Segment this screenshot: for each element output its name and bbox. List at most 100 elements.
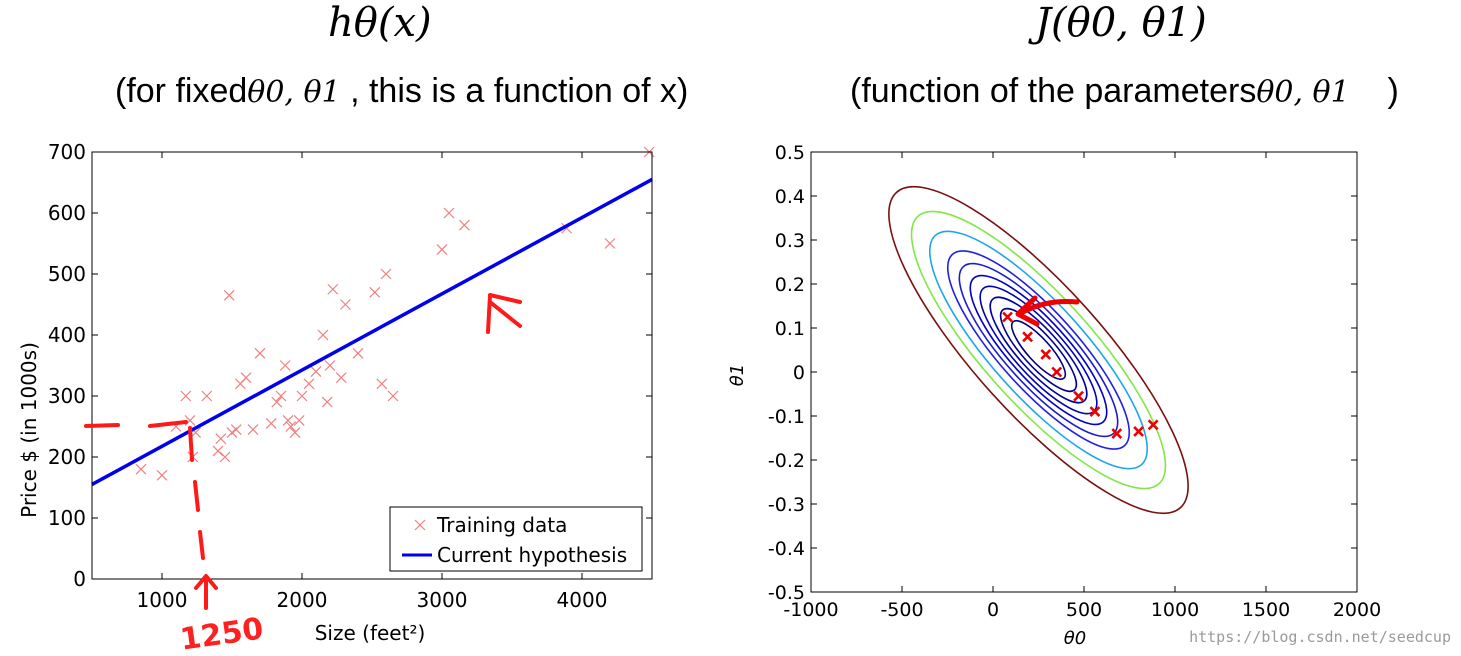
red-arrow-annotation <box>1015 295 1080 327</box>
contour-level <box>1010 319 1067 381</box>
contour-level <box>999 307 1078 393</box>
descent-step-marker <box>1147 419 1159 431</box>
descent-step-marker <box>1022 331 1033 343</box>
training-data-point <box>327 283 339 295</box>
training-data-point <box>335 372 347 384</box>
cost-chart-axes: -1000 -500 0 500 1000 1500 2000 0.5 0.4 0.3 0.2 0.1… <box>768 142 1381 621</box>
training-data-point <box>156 469 168 481</box>
dashed-vertical-line <box>188 426 205 560</box>
training-data-point <box>376 378 388 390</box>
legend-label-training: Training data <box>436 513 567 537</box>
training-data-point <box>436 244 448 256</box>
x-tick-label: 2000 <box>1333 599 1381 621</box>
handwritten-annotation <box>84 293 522 610</box>
training-data-point <box>180 390 192 402</box>
contour-level <box>928 230 1149 470</box>
theta0-axis-label: θ0 <box>1064 628 1086 649</box>
hypothesis-chart: 1000 2000 3000 4000 0 100 200 300 400 500 600 700 S… <box>17 140 655 656</box>
training-data-point <box>443 207 455 219</box>
theta1-axis-label: θ1 <box>727 364 748 386</box>
right-subtitle-post: ) <box>1349 72 1399 110</box>
training-data-point <box>303 378 315 390</box>
legend-marker-training <box>414 519 426 531</box>
descent-step-marker <box>1040 348 1052 360</box>
descent-step-marker <box>1089 406 1101 418</box>
y-tick-label: -0.1 <box>768 406 805 428</box>
contour-level <box>946 250 1131 450</box>
contour-lines <box>888 185 1189 515</box>
y-tick-label: 0.2 <box>775 274 805 296</box>
handwritten-1250-label: 1250 <box>178 611 266 656</box>
y-tick-label: 0.1 <box>775 318 805 340</box>
descent-step-marker <box>1002 311 1013 323</box>
y-tick-label: 500 <box>48 262 86 286</box>
up-arrow <box>194 574 218 610</box>
contour-level <box>888 185 1189 515</box>
x-tick-label: 500 <box>1066 599 1102 621</box>
right-subtitle: (function of the parametersθ0, θ1 ) <box>850 72 1399 111</box>
y-tick-label: 0 <box>73 567 86 591</box>
training-data-point <box>369 286 381 298</box>
training-data-point <box>352 347 364 359</box>
x-tick-label: 0 <box>987 599 999 621</box>
legend-label-hypothesis: Current hypothesis <box>437 543 627 567</box>
training-data-point <box>279 360 291 371</box>
watermark: https://blog.csdn.net/seedcup <box>1189 628 1451 646</box>
training-data-point <box>289 427 301 439</box>
training-data-point <box>135 463 147 475</box>
training-data-point <box>317 329 329 341</box>
cost-contour-chart: -1000 -500 0 500 1000 1500 2000 0.5 0.4 0.3 0.2 0.1… <box>727 142 1381 649</box>
y-tick-label: 0.5 <box>775 142 805 164</box>
descent-step-marker <box>1111 428 1123 440</box>
left-subtitle: (for fixedθ0, θ1 , this is a function of… <box>115 72 688 111</box>
plot-frame <box>810 151 1358 593</box>
training-data-point <box>215 433 227 445</box>
training-data-point <box>240 372 252 384</box>
training-data-point <box>321 396 333 408</box>
left-title: hθ(x) <box>328 0 432 46</box>
y-tick-label: -0.2 <box>768 450 805 472</box>
x-tick-label: 1000 <box>137 588 188 612</box>
training-data-point <box>387 390 399 402</box>
training-data-point <box>201 390 213 402</box>
dashed-horizontal-line-2 <box>148 420 188 428</box>
training-data-point <box>310 366 322 378</box>
training-data-point <box>293 414 305 426</box>
descent-step-marker <box>1133 425 1145 437</box>
dashed-horizontal-line <box>84 423 120 428</box>
y-tick-label: -0.4 <box>768 538 805 560</box>
training-data-point <box>223 289 235 301</box>
descent-step-marker <box>1051 366 1063 378</box>
training-data-point <box>230 424 242 435</box>
y-tick-label: 300 <box>48 384 86 408</box>
x-tick-label: 4000 <box>557 588 608 612</box>
hypothesis-chart-data-layer <box>91 146 655 486</box>
y-tick-label: 0 <box>793 362 805 384</box>
right-subtitle-pre: (function of the parameters <box>850 72 1257 110</box>
contour-level <box>958 262 1119 438</box>
arrow-head <box>1015 295 1040 327</box>
training-data-point <box>339 299 351 310</box>
training-data-point <box>254 347 266 359</box>
training-data-point <box>285 421 297 432</box>
x-tick-label: 1500 <box>1242 599 1290 621</box>
hypothesis-line <box>91 177 653 486</box>
left-subtitle-pre: (for fixed <box>115 72 248 110</box>
y-tick-label: 0.3 <box>775 230 805 252</box>
y-tick-label: 600 <box>48 201 86 225</box>
pointing-arrow <box>486 293 522 334</box>
contour-level <box>969 274 1108 426</box>
y-tick-label: 100 <box>48 506 86 530</box>
contour-level <box>989 296 1088 404</box>
contour-level <box>910 210 1167 490</box>
training-data-point <box>458 219 470 231</box>
descent-path <box>1002 311 1159 440</box>
plot-frame <box>91 151 653 580</box>
training-data-point <box>324 360 336 371</box>
y-tick-label: 400 <box>48 323 86 347</box>
y-axis-label: Price $ (in 1000s) <box>17 342 41 518</box>
training-data-point <box>265 418 277 429</box>
descent-step-marker <box>1073 390 1084 402</box>
x-tick-label: 3000 <box>417 588 468 612</box>
right-title: J(θ0, θ1) <box>1035 0 1207 46</box>
